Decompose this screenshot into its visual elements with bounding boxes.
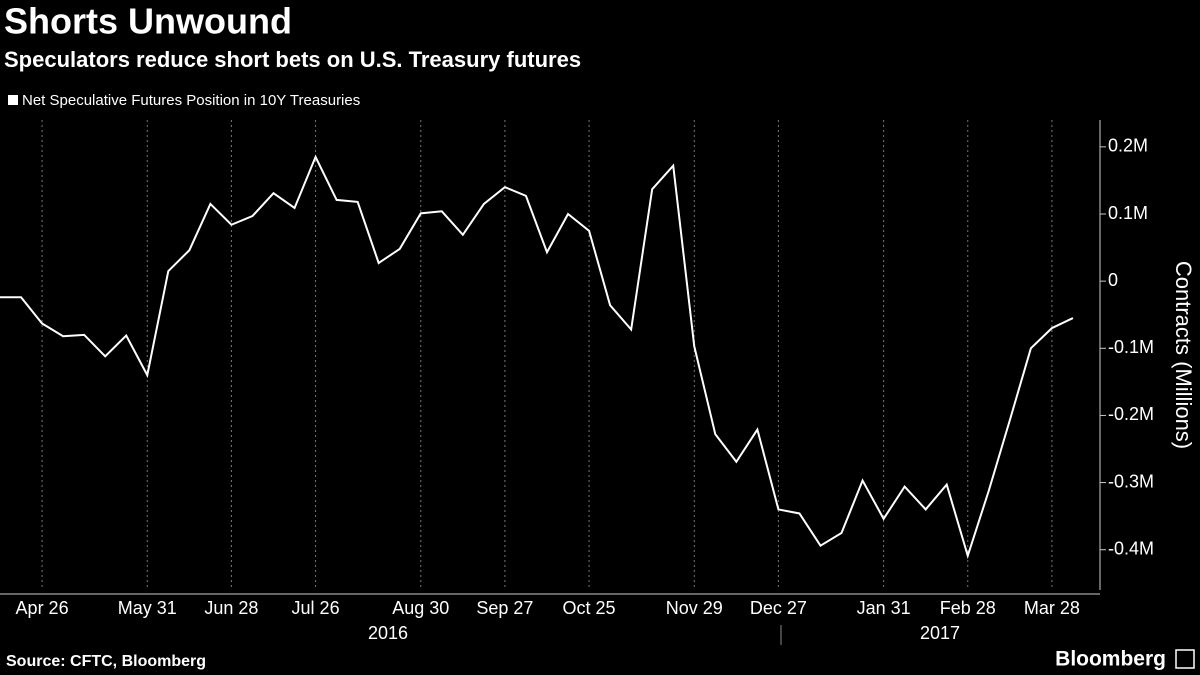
x-tick-label: Nov 29 bbox=[666, 598, 723, 618]
x-tick-label: Jun 28 bbox=[204, 598, 258, 618]
y-tick-label: -0.1M bbox=[1108, 337, 1154, 357]
y-tick-label: -0.3M bbox=[1108, 471, 1154, 491]
brand: Bloomberg bbox=[1055, 648, 1166, 671]
source: Source: CFTC, Bloomberg bbox=[6, 653, 206, 670]
x-tick-label: Apr 26 bbox=[16, 598, 69, 618]
legend-swatch bbox=[8, 95, 18, 105]
chart-title: Shorts Unwound bbox=[4, 1, 292, 42]
x-tick-label: Oct 25 bbox=[563, 598, 616, 618]
chart-subtitle: Speculators reduce short bets on U.S. Tr… bbox=[4, 47, 581, 72]
y-tick-label: 0.2M bbox=[1108, 136, 1148, 156]
legend-label: Net Speculative Futures Position in 10Y … bbox=[22, 92, 360, 109]
x-tick-label: Feb 28 bbox=[940, 598, 996, 618]
year-label: 2017 bbox=[920, 623, 960, 643]
data-line bbox=[0, 154, 1074, 560]
x-tick-label: Sep 27 bbox=[476, 598, 533, 618]
y-tick-label: -0.2M bbox=[1108, 404, 1154, 424]
x-tick-label: Mar 28 bbox=[1024, 598, 1080, 618]
y-axis-label: Contracts (Millions) bbox=[1171, 261, 1196, 449]
x-tick-label: Jan 31 bbox=[857, 598, 911, 618]
year-label: 2016 bbox=[368, 623, 408, 643]
y-tick-label: -0.4M bbox=[1108, 538, 1154, 558]
x-tick-label: Jul 26 bbox=[292, 598, 340, 618]
y-tick-label: 0 bbox=[1108, 270, 1118, 290]
x-tick-label: May 31 bbox=[118, 598, 177, 618]
x-tick-label: Dec 27 bbox=[750, 598, 807, 618]
brand-icon bbox=[1175, 649, 1195, 669]
x-tick-label: Aug 30 bbox=[392, 598, 449, 618]
y-tick-label: 0.1M bbox=[1108, 203, 1148, 223]
